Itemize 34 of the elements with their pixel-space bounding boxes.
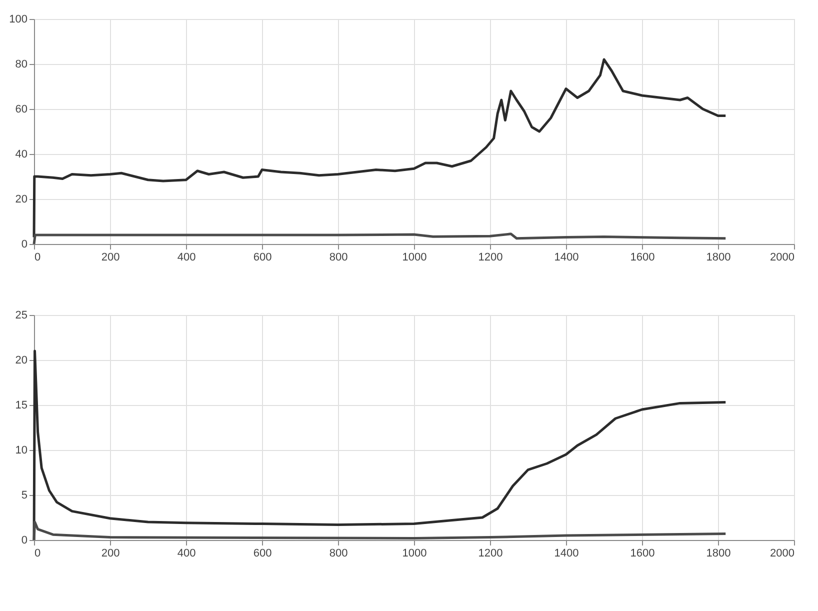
x-tick-label: 0 [34, 548, 41, 560]
x-tick-label: 1400 [554, 548, 579, 560]
x-tick-label: 400 [177, 252, 196, 264]
x-tick-label: 200 [101, 252, 120, 264]
x-tick-label: 400 [177, 548, 196, 560]
x-tick-label: 1800 [706, 252, 731, 264]
x-tick-label: 1000 [402, 252, 427, 264]
x-tick-label: 1000 [402, 548, 427, 560]
x-tick-label: 2000 [770, 252, 794, 264]
y-tick-label: 10 [15, 444, 28, 456]
y-tick-label: 20 [15, 354, 28, 366]
x-tick-label: 600 [253, 548, 272, 560]
x-tick-label: 800 [329, 548, 348, 560]
x-tick-label: 200 [101, 548, 120, 560]
x-tick-label: 2000 [770, 548, 794, 560]
x-tick-label: 800 [329, 252, 348, 264]
y-tick-label: 80 [15, 58, 28, 70]
x-tick-label: 1200 [478, 252, 503, 264]
x-tick-label: 1400 [554, 252, 579, 264]
x-tick-label: 1600 [630, 252, 655, 264]
y-tick-label: 0 [21, 238, 28, 250]
x-tick-label: 1600 [630, 548, 655, 560]
y-tick-label: 100 [9, 14, 28, 26]
x-tick-label: 600 [253, 252, 272, 264]
y-tick-label: 60 [15, 104, 28, 116]
y-tick-label: 20 [15, 194, 28, 206]
y-tick-label: 5 [21, 490, 28, 502]
y-tick-label: 15 [15, 400, 28, 412]
y-tick-label: 0 [21, 534, 28, 546]
y-tick-label: 25 [15, 310, 28, 322]
x-tick-label: 1200 [478, 548, 503, 560]
y-tick-label: 40 [15, 148, 28, 160]
x-tick-label: 1800 [706, 548, 731, 560]
x-tick-label: 0 [34, 252, 41, 264]
